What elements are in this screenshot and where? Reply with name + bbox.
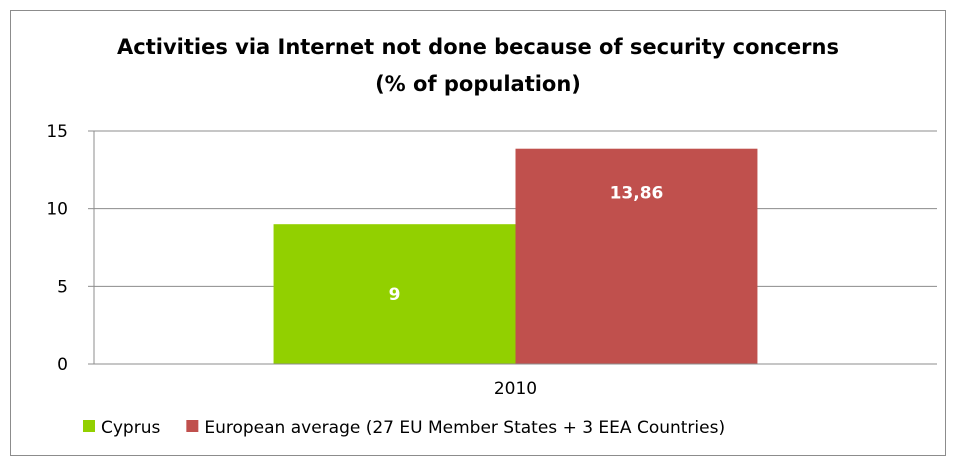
bar [273,224,516,364]
data-label: 9 [389,285,401,305]
y-tick-label: 15 [46,122,68,142]
y-tick-label: 10 [46,200,68,220]
y-axis: 0 5 10 15 [46,122,95,375]
bars: 913,86 [273,148,758,364]
chart-title-line-1: Activities via Internet not done because… [117,35,839,59]
legend-swatch [186,420,199,432]
chart-title-line-2: (% of population) [375,72,581,96]
bar [515,148,758,364]
x-tick-label: 2010 [494,379,537,399]
chart-frame: Activities via Internet not done because… [10,10,946,456]
legend-label: European average (27 EU Member States + … [204,418,725,438]
y-tick-label: 5 [57,277,68,297]
y-tick-label: 0 [57,355,68,375]
legend: Cyprus European average (27 EU Member Sta… [83,418,725,438]
legend-swatch [83,420,95,432]
data-label: 13,86 [610,184,664,204]
bar-chart: Activities via Internet not done because… [46,35,937,438]
legend-label: Cyprus [101,418,160,438]
x-axis: 2010 [94,363,937,399]
